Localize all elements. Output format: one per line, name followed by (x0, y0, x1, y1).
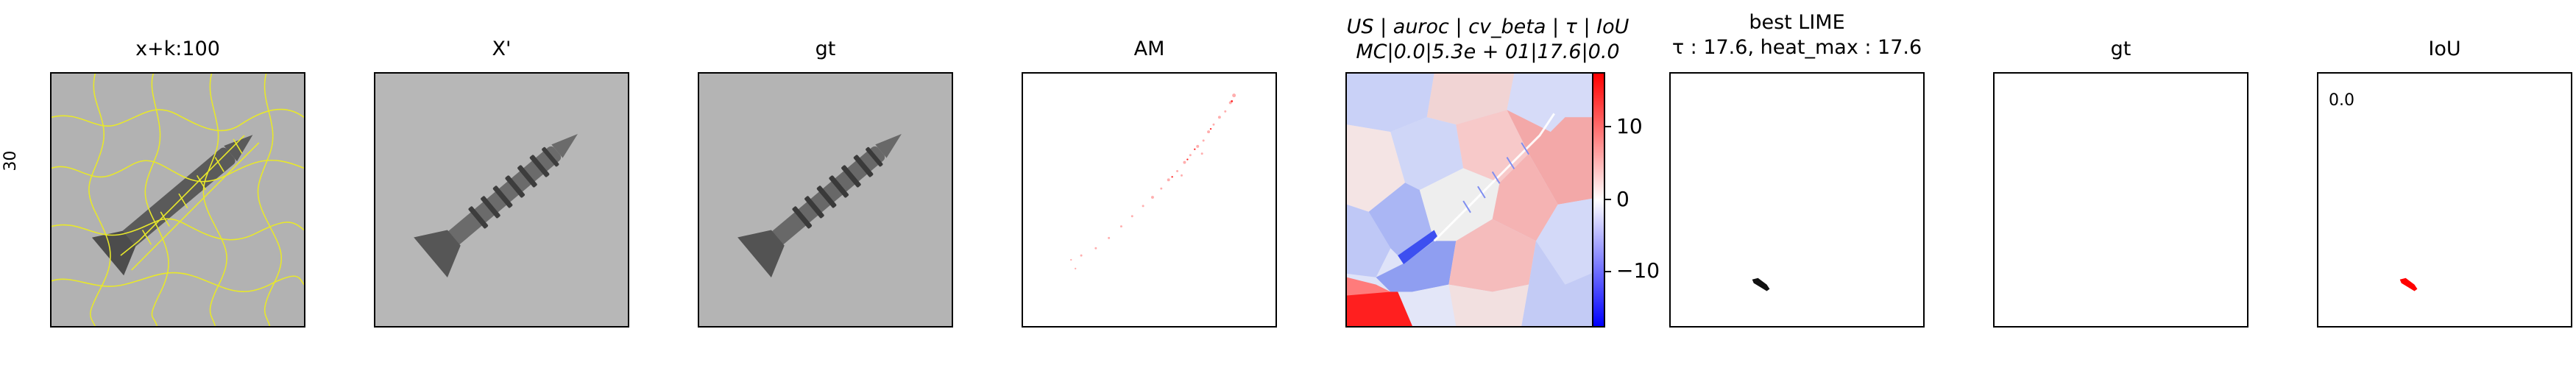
colorbar-label-10: 10 (1616, 114, 1643, 138)
colorbar-label-minus10: −10 (1616, 258, 1660, 283)
anomaly-map-image (1023, 74, 1275, 326)
iou-value: 0.0 (2329, 91, 2354, 110)
row-label: good 30 (0, 141, 21, 181)
colorbar-label-0: 0 (1616, 187, 1630, 211)
panel-ground-truth-image (698, 72, 953, 328)
panel-iou: 0.0 (2317, 72, 2572, 328)
panel-title-anomaly-map: AM (1133, 38, 1165, 60)
screw-image (375, 74, 628, 326)
lime-mask-image (1671, 74, 1923, 326)
panel-title-best-lime: best LIME (1749, 11, 1845, 34)
panel-title-metrics-line1: US | auroc | cv_beta | τ | IoU (1346, 15, 1630, 38)
superpixel-image (52, 74, 304, 326)
iou-mask-image (2318, 74, 2571, 326)
panel-title-metrics-line2: MC|0.0|5.3e + 01|17.6|0.0 (1356, 40, 1620, 63)
screw-image-gt (699, 74, 952, 326)
panel-title-input-superpixels: x+k:100 (135, 38, 220, 60)
score-map-image (1347, 74, 1599, 326)
panel-reconstruction (374, 72, 629, 328)
panel-title-iou: IoU (2428, 38, 2461, 60)
panel-title-ground-truth: gt (815, 38, 836, 60)
panel-title-reconstruction: X' (492, 38, 512, 60)
colorbar-tick-minus10 (1605, 271, 1611, 272)
row-label-line2: 30 (1, 150, 20, 171)
colorbar-tick-0 (1605, 199, 1611, 200)
panel-title-lime-threshold: τ : 17.6, heat_max : 17.6 (1671, 36, 1922, 59)
panel-ground-truth-mask (1993, 72, 2248, 328)
panel-input-superpixels (50, 72, 305, 328)
colorbar-tick-10 (1605, 126, 1611, 127)
gt-mask-image (1995, 74, 2247, 326)
panel-title-ground-truth-2: gt (2110, 38, 2131, 60)
panel-score-map (1345, 72, 1601, 328)
panel-lime-mask (1669, 72, 1925, 328)
colorbar (1592, 72, 1605, 328)
panel-anomaly-map (1022, 72, 1277, 328)
